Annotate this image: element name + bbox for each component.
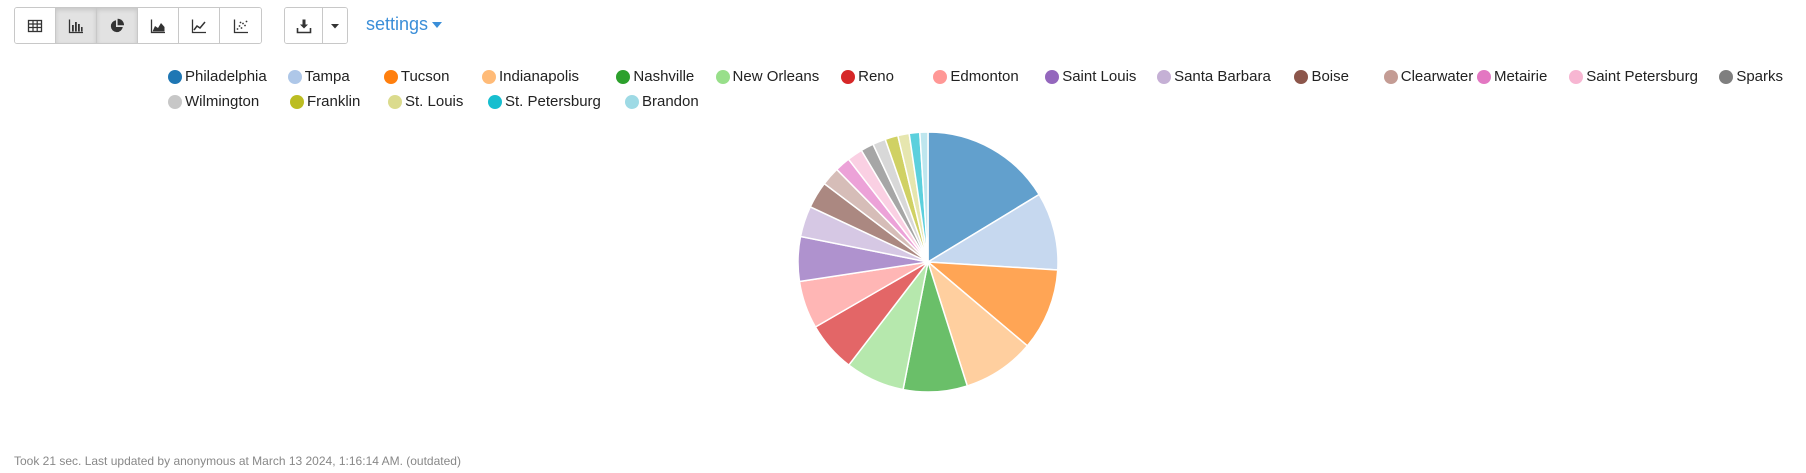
legend-label: Philadelphia — [185, 68, 267, 85]
legend-swatch — [287, 69, 302, 84]
legend-swatch — [616, 69, 631, 84]
scatter-view-button[interactable] — [220, 8, 261, 43]
legend-label: Nashville — [633, 68, 695, 85]
legend-item[interactable]: New Orleans — [715, 68, 842, 85]
legend-item[interactable]: Franklin — [290, 93, 388, 110]
legend-label: Clearwater — [1400, 68, 1474, 85]
legend-item[interactable]: Philadelphia — [168, 68, 288, 85]
legend-swatch — [715, 69, 730, 84]
status-footer: Took 21 sec. Last updated by anonymous a… — [14, 454, 461, 468]
legend-row: Wilmington Franklin St. Louis St. Petersbur… — [168, 89, 1788, 114]
legend-item[interactable]: Indianapolis — [481, 68, 616, 85]
legend-item[interactable]: Nashville — [616, 68, 715, 85]
legend-label: Edmonton — [950, 68, 1019, 85]
pie-slice[interactable] — [925, 193, 1059, 271]
legend-swatch — [1294, 69, 1309, 84]
pie-slice[interactable] — [925, 261, 1059, 347]
legend-swatch — [290, 94, 304, 109]
legend-label: Franklin — [307, 93, 361, 110]
legend-label: Saint Louis — [1062, 68, 1137, 85]
legend-item[interactable]: Tampa — [287, 68, 384, 85]
caret-down-icon — [331, 23, 339, 28]
bar-chart-icon — [68, 19, 83, 33]
download-group — [284, 7, 348, 44]
legend-item[interactable]: Saint Petersburg — [1569, 68, 1719, 85]
legend-row: Philadelphia Tampa Tucson Indianapolis Nashv… — [168, 64, 1788, 89]
legend-swatch — [168, 94, 182, 109]
pie-chart-icon — [110, 18, 125, 32]
legend-item[interactable]: Boise — [1294, 68, 1383, 85]
settings-dropdown[interactable]: settings — [366, 14, 443, 35]
legend-swatch — [388, 94, 402, 109]
legend-label: Boise — [1311, 68, 1349, 85]
legend-item[interactable]: St. Louis — [388, 93, 488, 110]
bar-view-button[interactable] — [56, 8, 97, 43]
pie-view-button[interactable] — [97, 8, 138, 43]
legend-item[interactable]: Wilmington — [168, 93, 290, 110]
view-switcher — [14, 7, 262, 44]
download-icon — [296, 19, 311, 33]
legend-item[interactable]: Brandon — [625, 93, 726, 110]
pie-slice[interactable] — [918, 131, 929, 263]
chart-legend: Philadelphia Tampa Tucson Indianapolis Nashv… — [168, 64, 1788, 114]
legend-label: Indianapolis — [498, 68, 580, 85]
legend-swatch — [481, 69, 496, 84]
toolbar: settings — [14, 7, 443, 44]
legend-label: Tampa — [304, 68, 350, 85]
table-view-button[interactable] — [15, 8, 56, 43]
legend-label: St. Louis — [405, 93, 464, 110]
legend-item[interactable]: Metairie — [1476, 68, 1569, 85]
legend-swatch — [168, 69, 182, 84]
legend-swatch — [1045, 69, 1060, 84]
legend-item[interactable]: Clearwater — [1383, 68, 1477, 85]
legend-item[interactable]: Santa Barbara — [1157, 68, 1294, 85]
line-chart-icon — [191, 19, 206, 33]
chevron-down-icon — [432, 21, 443, 28]
legend-swatch — [841, 69, 856, 84]
legend-label: Saint Petersburg — [1586, 68, 1698, 85]
legend-label: Tucson — [400, 68, 450, 85]
area-view-button[interactable] — [138, 8, 179, 43]
download-button[interactable] — [285, 8, 323, 43]
legend-label: St. Petersburg — [505, 93, 601, 110]
legend-item[interactable]: Reno — [841, 68, 933, 85]
legend-label: Wilmington — [185, 93, 260, 110]
table-icon — [27, 19, 43, 32]
legend-swatch — [1569, 69, 1584, 84]
legend-swatch — [1476, 69, 1491, 84]
area-chart-icon — [150, 19, 165, 33]
legend-label: Metairie — [1493, 68, 1548, 85]
legend-swatch — [1157, 69, 1172, 84]
legend-swatch — [488, 94, 502, 109]
legend-label: Sparks — [1736, 68, 1783, 85]
scatter-chart-icon — [233, 19, 248, 33]
legend-swatch — [1719, 69, 1734, 84]
legend-swatch — [625, 94, 639, 109]
pie-slice[interactable] — [927, 131, 1041, 264]
legend-swatch — [383, 69, 398, 84]
legend-item[interactable]: Edmonton — [933, 68, 1045, 85]
legend-item[interactable]: Saint Louis — [1045, 68, 1157, 85]
legend-label: Reno — [858, 68, 894, 85]
settings-label: settings — [366, 14, 429, 34]
legend-item[interactable]: Tucson — [383, 68, 482, 85]
legend-swatch — [933, 69, 948, 84]
legend-swatch — [1383, 69, 1398, 84]
legend-label: New Orleans — [732, 68, 820, 85]
legend-label: Brandon — [642, 93, 699, 110]
download-options-button[interactable] — [323, 8, 347, 43]
legend-item[interactable]: Sparks — [1719, 68, 1788, 85]
legend-label: Santa Barbara — [1174, 68, 1271, 85]
line-view-button[interactable] — [179, 8, 220, 43]
legend-item[interactable]: St. Petersburg — [488, 93, 625, 110]
